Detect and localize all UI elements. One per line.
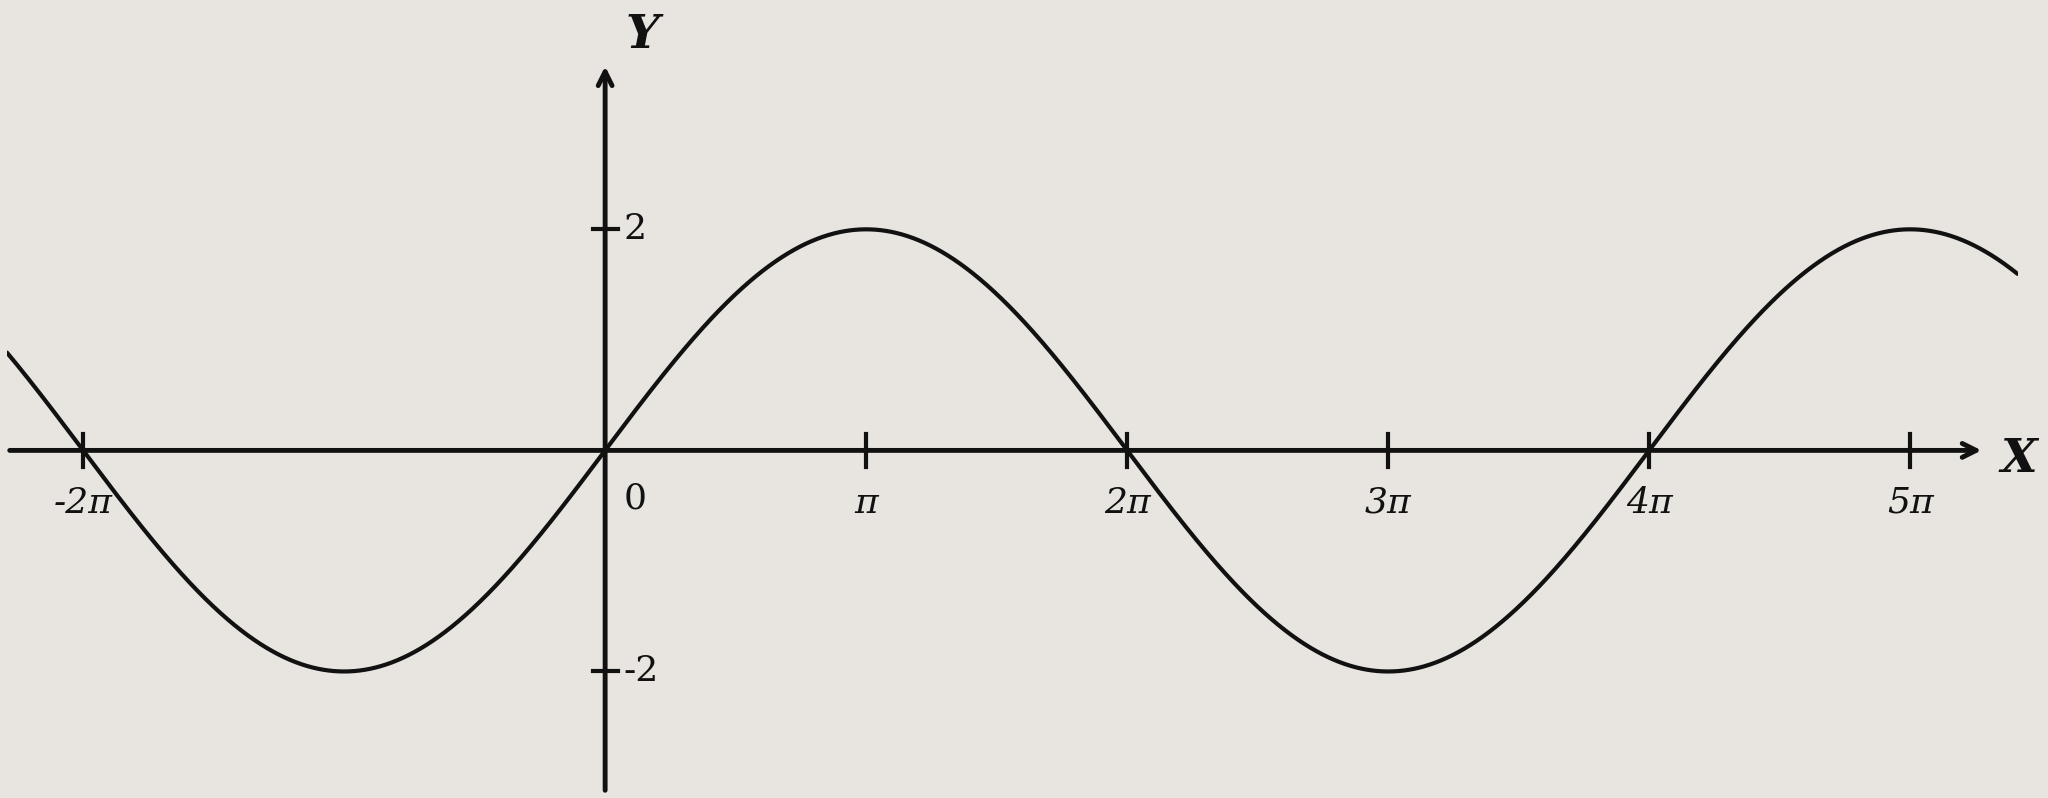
Text: 4π: 4π [1626, 486, 1673, 519]
Text: 2: 2 [623, 212, 647, 247]
Text: 3π: 3π [1364, 486, 1411, 519]
Text: -2π: -2π [53, 486, 113, 519]
Text: π: π [854, 486, 879, 519]
Text: -2: -2 [623, 654, 659, 689]
Text: 0: 0 [623, 481, 647, 516]
Text: 2π: 2π [1104, 486, 1151, 519]
Text: Y: Y [627, 12, 659, 58]
Text: X: X [2001, 437, 2038, 482]
Text: 5π: 5π [1886, 486, 1933, 519]
